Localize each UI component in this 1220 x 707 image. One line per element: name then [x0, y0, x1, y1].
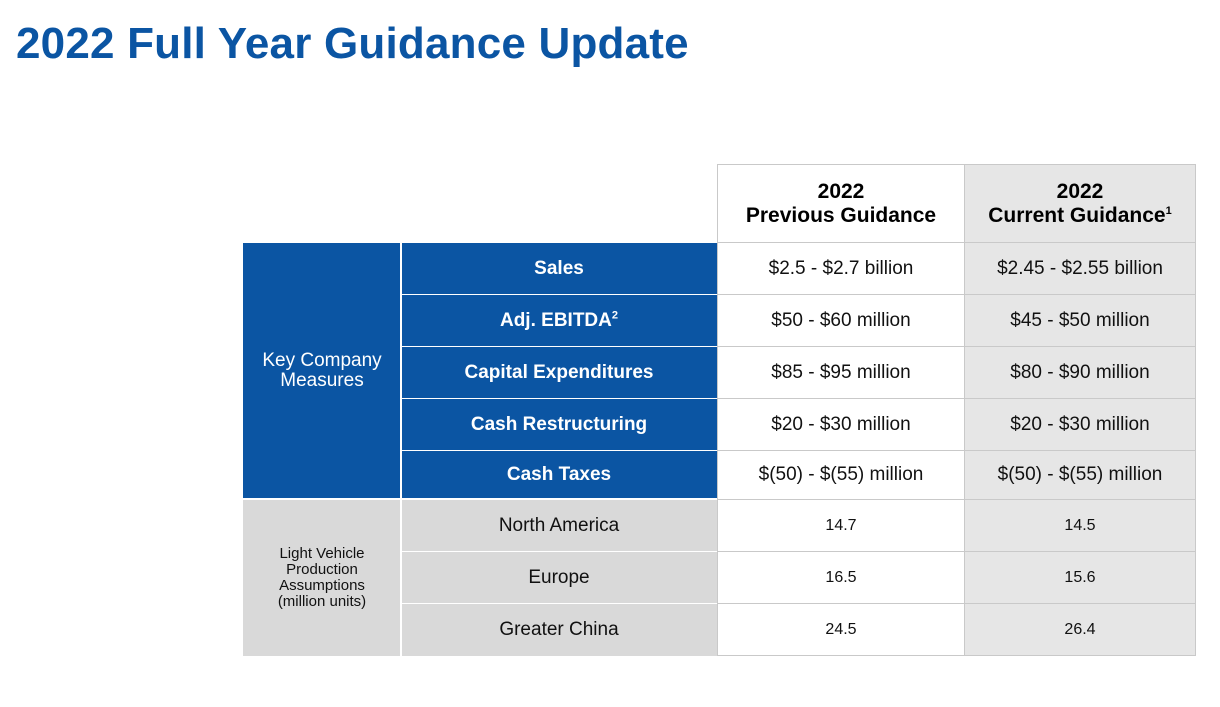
capex-previous-value: $85 - $95 million — [717, 346, 965, 399]
row-label-capital-expenditures: Capital Expenditures — [401, 347, 717, 398]
sales-previous-value: $2.5 - $2.7 billion — [717, 242, 965, 295]
previous-guidance-year: 2022 — [817, 179, 865, 203]
column-divider — [400, 243, 402, 656]
light-vehicle-production-group: Light Vehicle Production Assumptions (mi… — [243, 500, 401, 656]
current-guidance-label: Current Guidance1 — [988, 203, 1172, 227]
page-title: 2022 Full Year Guidance Update — [16, 19, 689, 68]
cash-restructuring-previous-value: $20 - $30 million — [717, 398, 965, 451]
sales-current-value: $2.45 - $2.55 billion — [964, 242, 1196, 295]
row-label-greater-china: Greater China — [401, 604, 717, 656]
row-label-cash-restructuring: Cash Restructuring — [401, 399, 717, 450]
previous-guidance-header: 2022 Previous Guidance — [717, 164, 965, 243]
north-america-previous-value: 14.7 — [717, 499, 965, 552]
current-guidance-year: 2022 — [1056, 179, 1104, 203]
greater-china-previous-value: 24.5 — [717, 603, 965, 656]
cash-restructuring-current-value: $20 - $30 million — [964, 398, 1196, 451]
cash-taxes-previous-value: $(50) - $(55) million — [717, 450, 965, 500]
row-label-adj-ebitda: Adj. EBITDA2 — [401, 295, 717, 346]
adj-ebitda-footnote: 2 — [611, 309, 618, 322]
row-label-north-america: North America — [401, 500, 717, 551]
adj-ebitda-current-value: $45 - $50 million — [964, 294, 1196, 347]
capex-current-value: $80 - $90 million — [964, 346, 1196, 399]
row-label-cash-taxes: Cash Taxes — [401, 451, 717, 499]
europe-previous-value: 16.5 — [717, 551, 965, 604]
north-america-current-value: 14.5 — [964, 499, 1196, 552]
previous-guidance-label: Previous Guidance — [745, 203, 937, 227]
adj-ebitda-previous-value: $50 - $60 million — [717, 294, 965, 347]
current-guidance-header: 2022 Current Guidance1 — [964, 164, 1196, 243]
row-label-europe: Europe — [401, 552, 717, 603]
group-divider — [243, 498, 717, 500]
europe-current-value: 15.6 — [964, 551, 1196, 604]
cash-taxes-current-value: $(50) - $(55) million — [964, 450, 1196, 500]
row-label-sales: Sales — [401, 243, 717, 294]
key-company-measures-group: Key Company Measures — [243, 243, 401, 499]
current-guidance-footnote: 1 — [1165, 204, 1172, 217]
greater-china-current-value: 26.4 — [964, 603, 1196, 656]
